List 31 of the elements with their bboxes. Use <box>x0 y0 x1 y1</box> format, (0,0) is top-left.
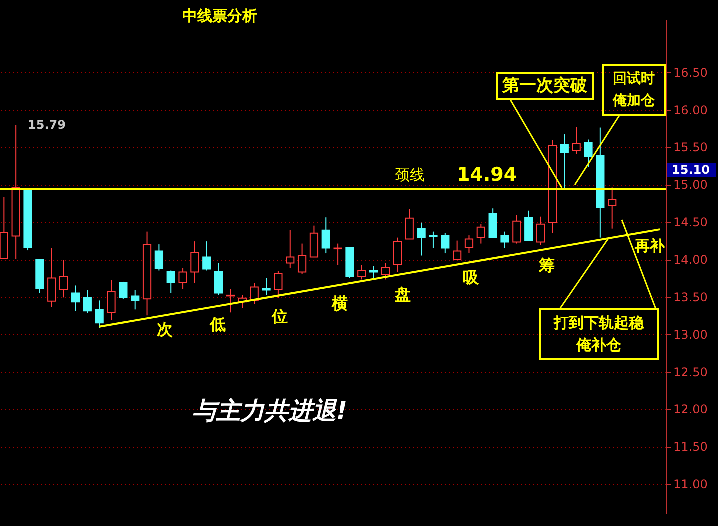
annotation: 俺加仓 <box>612 93 656 109</box>
annotation: 吸 <box>463 268 480 287</box>
y-tick-label: 14.50 <box>674 216 708 230</box>
annotation: 位 <box>271 307 288 326</box>
annotation: 再补 <box>634 237 666 255</box>
y-tick-label: 12.00 <box>674 402 708 417</box>
annotation: 第一次突破 <box>502 76 588 96</box>
annotation: 与主力共进退! <box>192 397 348 425</box>
y-tick-label: 15.00 <box>674 178 708 192</box>
ref-line-label: 颈线 <box>395 166 425 184</box>
y-tick-label: 14.00 <box>674 253 708 268</box>
annotation: 打到下轨起稳 <box>553 314 645 332</box>
annotation: 回试时 <box>613 71 655 87</box>
annotation: 15.79 <box>28 118 66 132</box>
y-tick-label: 16.00 <box>674 103 708 118</box>
text: 15.10 <box>672 163 710 177</box>
y-tick-label: 13.00 <box>674 328 708 342</box>
annotation: 横 <box>331 294 348 313</box>
y-tick-label: 11.00 <box>674 478 708 492</box>
y-tick-label: 13.50 <box>674 290 708 304</box>
annotation: 俺补仓 <box>576 336 622 354</box>
y-tick-label: 12.50 <box>674 365 708 380</box>
annotation: 14.94 <box>456 164 518 186</box>
y-tick-label: 11.50 <box>674 440 708 454</box>
annotation: 次 <box>157 320 174 339</box>
annotation: 低 <box>209 315 226 334</box>
y-tick-label: 15.50 <box>674 140 708 155</box>
annotation: 盘 <box>394 285 411 304</box>
annotation: 筹 <box>538 256 555 275</box>
chart-title: 中线票分析 <box>182 7 258 25</box>
y-tick-label: 16.50 <box>674 66 708 80</box>
